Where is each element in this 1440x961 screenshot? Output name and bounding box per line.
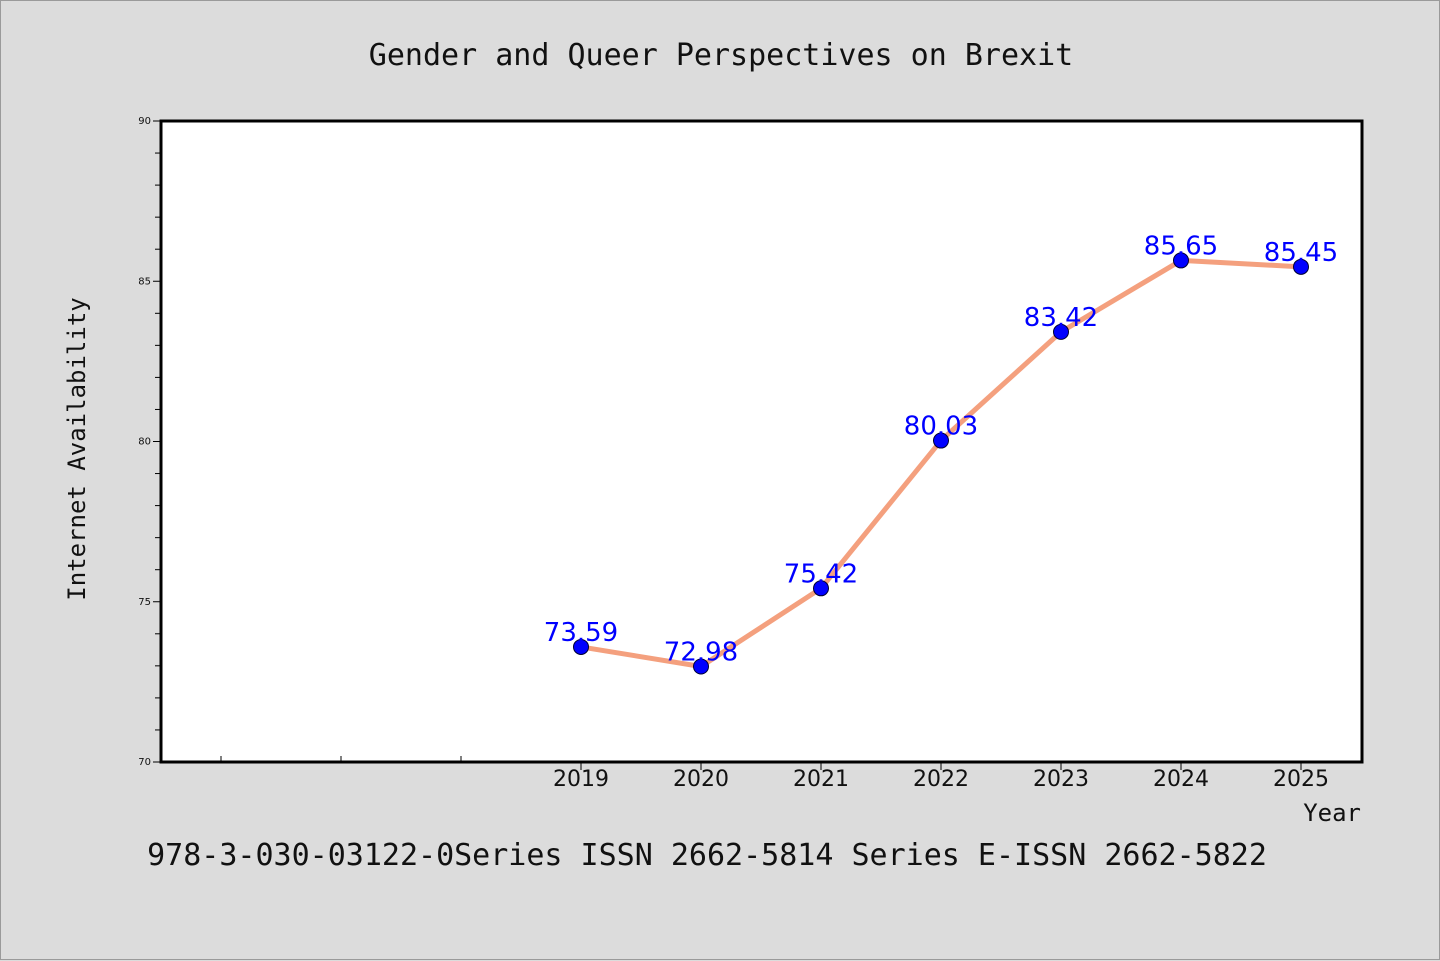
x-axis-title: Year: [1303, 799, 1361, 827]
data-point: [693, 658, 709, 675]
data-label: 75.42: [784, 559, 858, 589]
chart-title: Gender and Queer Perspectives on Brexit: [369, 38, 1073, 73]
x-tick-label: 2020: [673, 767, 729, 792]
data-point: [1053, 323, 1069, 340]
data-label: 80.03: [904, 412, 978, 442]
data-point: [573, 638, 589, 655]
series-group: 73.59 72.98 75.42 80.03 83.42 85.65 85.45: [544, 231, 1338, 675]
data-point: [933, 432, 949, 449]
data-label: 85.45: [1264, 238, 1338, 268]
data-label: 72.98: [664, 637, 738, 667]
y-tick-label: 90: [138, 116, 151, 127]
data-point: [813, 580, 829, 597]
y-tick-label: 85: [138, 276, 151, 287]
x-tick-label: 2021: [793, 767, 849, 792]
plot-area: [159, 119, 1364, 764]
x-tick-label: 2023: [1033, 767, 1089, 792]
y-axis-title: Internet Availability: [63, 297, 91, 600]
y-tick-label: 75: [138, 597, 151, 608]
data-label: 73.59: [544, 618, 618, 648]
data-label: 85.65: [1144, 231, 1218, 261]
x-tick-label: 2022: [913, 767, 969, 792]
y-tick-label: 80: [138, 437, 151, 448]
data-point: [1293, 258, 1309, 275]
x-axis-ticks: 2019 2020 2021 2022 2023 2024 2025: [220, 756, 1329, 792]
data-label: 83.42: [1024, 303, 1098, 333]
x-tick-label: 2025: [1273, 767, 1329, 792]
y-axis-ticks: 70 75 80 85 90: [138, 116, 161, 768]
x-tick-label: 2024: [1153, 767, 1209, 792]
footer-text: 978-3-030-03122-0Series ISSN 2662-5814 S…: [147, 838, 1267, 873]
y-tick-label: 70: [138, 757, 151, 768]
x-tick-label: 2019: [553, 767, 609, 792]
data-point: [1173, 252, 1189, 269]
